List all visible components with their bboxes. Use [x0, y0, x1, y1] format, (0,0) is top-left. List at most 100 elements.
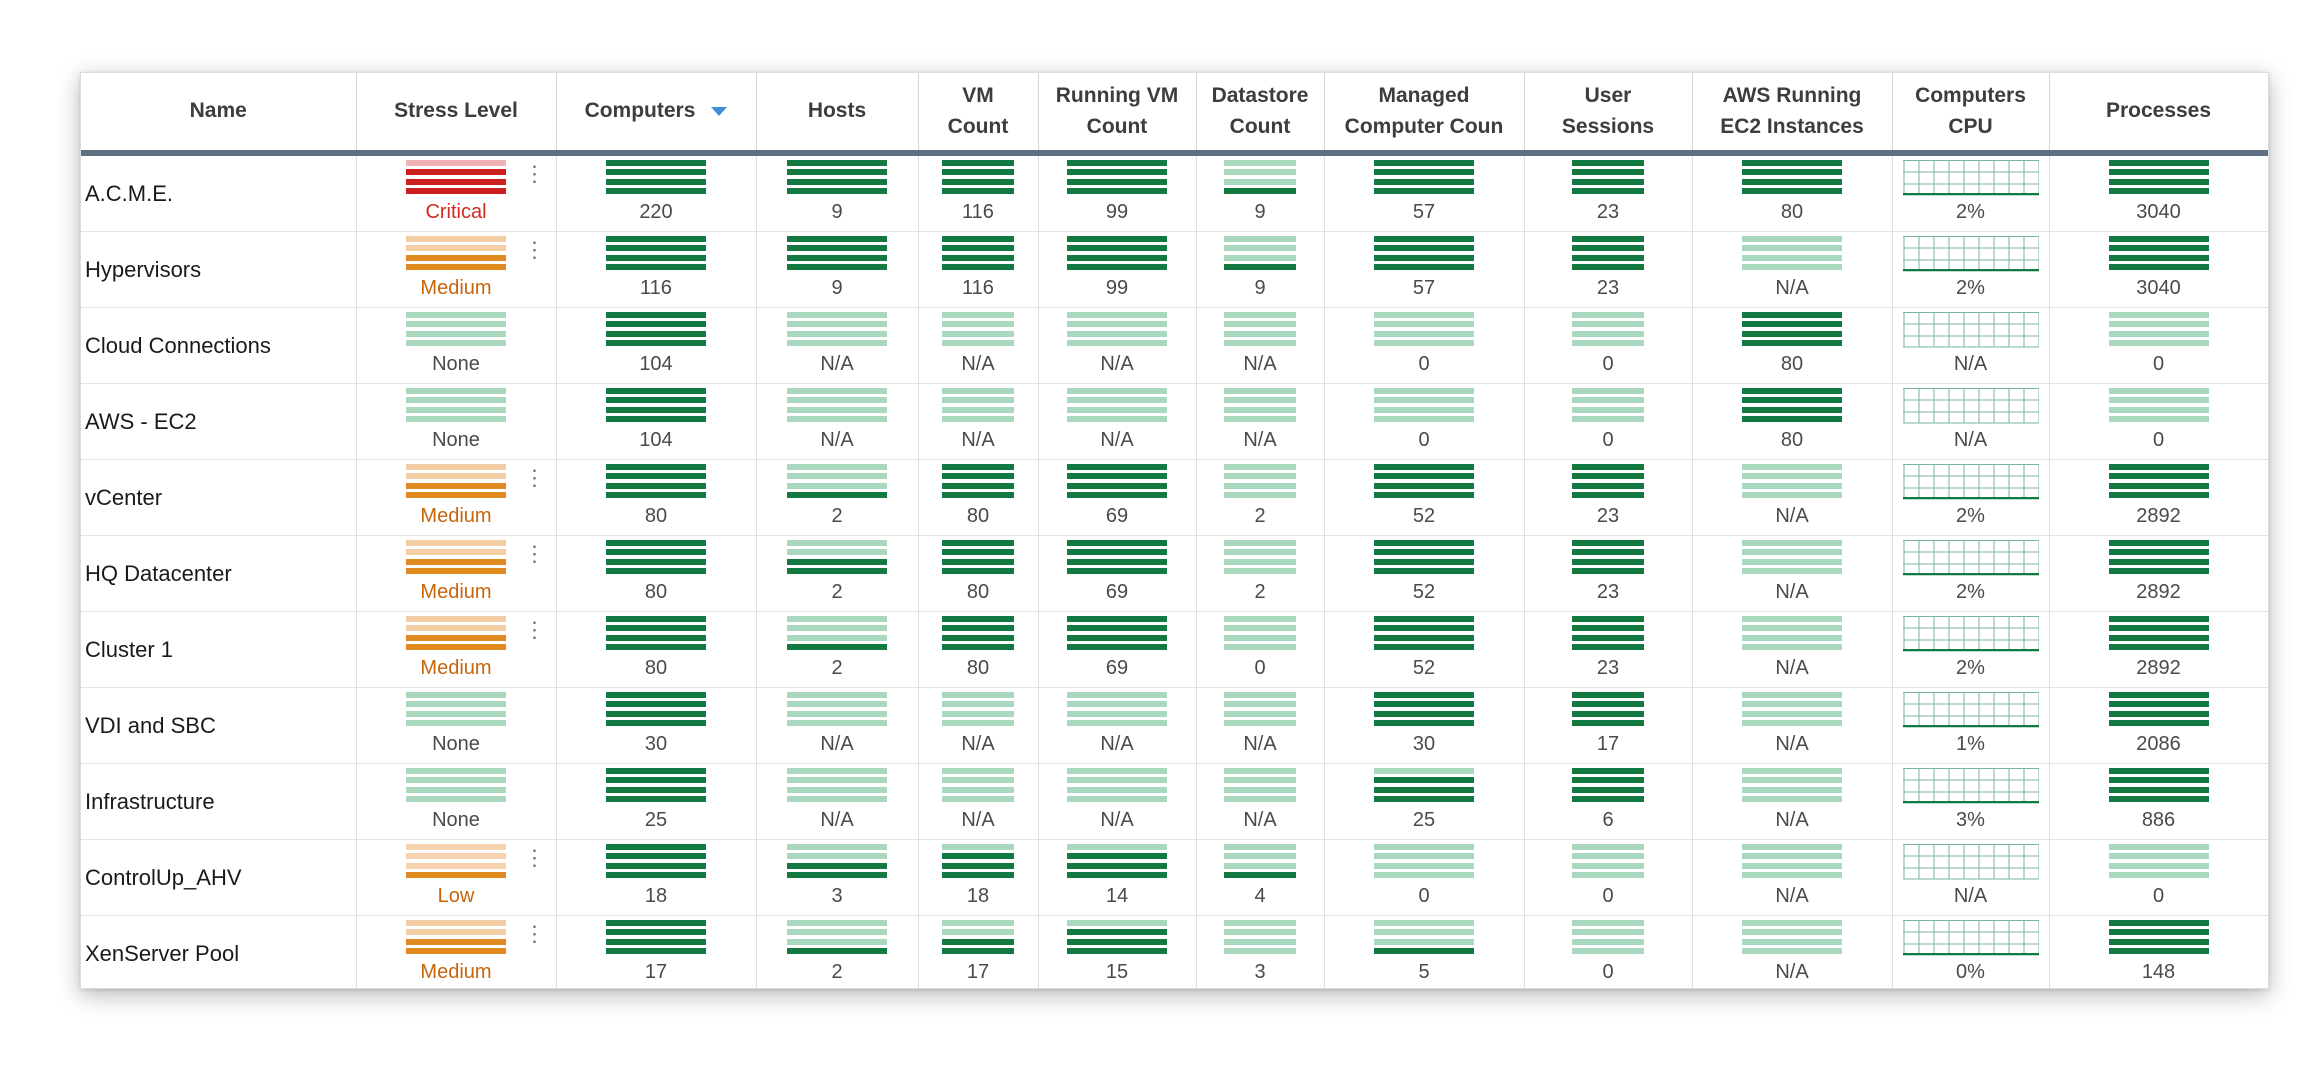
name-cell[interactable]: XenServer Pool [81, 915, 357, 988]
name-cell[interactable]: ControlUp_AHV [81, 839, 357, 916]
table-row[interactable]: ControlUp_AHV Low ⋮ 18 3 18 14 4 0 0 N/A N/A 0 [81, 839, 2268, 916]
more-options-icon[interactable]: ⋮ [523, 845, 546, 870]
gauge-bar [606, 692, 706, 698]
datastore-count-content: 4 [1197, 840, 1324, 908]
managed-computer-count-content: 5 [1325, 916, 1524, 984]
bar-gauge-stress [406, 920, 506, 954]
stress-level-cell[interactable]: None [356, 687, 557, 764]
gauge-bar [942, 254, 1014, 261]
bar-gauge-managed-computer-count [1374, 160, 1474, 194]
name-cell[interactable]: Hypervisors [81, 231, 357, 308]
gauge-bar [1572, 406, 1644, 413]
aws-running-ec2-instances-cell: 80 [1692, 383, 1893, 460]
stress-level-cell[interactable]: Medium ⋮ [356, 231, 557, 308]
gauge-bar [2108, 853, 2209, 860]
stress-level-cell[interactable]: Medium ⋮ [356, 535, 557, 612]
column-header-datastore-count[interactable]: Datastore Count [1196, 73, 1325, 156]
name-cell[interactable]: Infrastructure [81, 763, 357, 840]
table-row[interactable]: vCenter Medium ⋮ 80 2 80 69 2 52 23 N/A 2% 2892 [81, 459, 2268, 536]
stress-level-cell[interactable]: Critical ⋮ [356, 153, 557, 232]
name-cell[interactable]: AWS - EC2 [81, 383, 357, 460]
table-row[interactable]: Cloud Connections None 104 N/A N/A N/A N/A 0 0 80… [81, 307, 2268, 384]
gauge-bar [942, 710, 1014, 717]
bar-gauge-datastore-count [1224, 388, 1296, 422]
cell-value: 104 [639, 353, 673, 375]
gauge-bar [1742, 929, 1842, 936]
processes-cell: 0 [2049, 307, 2268, 384]
gauge-bar [1374, 616, 1474, 622]
column-header-stress-level[interactable]: Stress Level [356, 73, 557, 156]
column-header-user-sessions[interactable]: User Sessions [1524, 73, 1693, 156]
running-vm-count-cell: 99 [1038, 231, 1197, 308]
processes-content: 2892 [2050, 460, 2268, 528]
column-header-name[interactable]: Name [81, 73, 357, 156]
column-header-computers-cpu[interactable]: Computers CPU [1892, 73, 2050, 156]
column-header-aws-running-ec2-instances[interactable]: AWS Running EC2 Instances [1692, 73, 1893, 156]
gauge-bar [1374, 558, 1474, 565]
more-options-icon[interactable]: ⋮ [523, 465, 546, 490]
table-row[interactable]: Hypervisors Medium ⋮ 116 9 116 99 9 57 23 N/A 2% 304… [81, 231, 2268, 308]
gauge-bar [606, 844, 706, 850]
name-cell[interactable]: vCenter [81, 459, 357, 536]
cell-value: 17 [644, 961, 668, 983]
column-header-hosts[interactable]: Hosts [756, 73, 919, 156]
computers-cpu-content: N/A [1893, 308, 2049, 376]
sort-descending-icon[interactable] [711, 107, 728, 116]
stress-level-cell[interactable]: Low ⋮ [356, 839, 557, 916]
gauge-bar [1067, 625, 1167, 632]
bar-gauge-hosts [787, 388, 887, 422]
table-row[interactable]: XenServer Pool Medium ⋮ 17 2 17 15 3 5 0 N/A 0% 148 [81, 915, 2268, 988]
cell-value: 0 [1418, 885, 1430, 907]
gauge-bar [606, 236, 706, 242]
gauge-bar [942, 920, 1014, 926]
gauge-bar [1374, 947, 1474, 954]
more-options-icon[interactable]: ⋮ [523, 237, 546, 262]
gauge-bar [1374, 312, 1474, 318]
cell-value: 0 [1254, 657, 1266, 679]
column-header-vm-count[interactable]: VM Count [918, 73, 1039, 156]
stress-level-cell[interactable]: Medium ⋮ [356, 611, 557, 688]
name-cell[interactable]: Cluster 1 [81, 611, 357, 688]
cell-value: 57 [1412, 201, 1436, 223]
user-sessions-cell: 17 [1524, 687, 1693, 764]
gauge-bar [406, 567, 506, 574]
more-options-icon[interactable]: ⋮ [523, 541, 546, 566]
name-cell[interactable]: VDI and SBC [81, 687, 357, 764]
table-row[interactable]: HQ Datacenter Medium ⋮ 80 2 80 69 2 52 23 N/A 2% 289… [81, 535, 2268, 612]
cell-value: 3 [1254, 961, 1266, 983]
running-vm-count-content: 14 [1039, 840, 1196, 908]
cell-value: 116 [962, 201, 994, 223]
more-options-icon[interactable]: ⋮ [523, 161, 546, 186]
name-cell[interactable]: A.C.M.E. [81, 153, 357, 232]
more-options-icon[interactable]: ⋮ [523, 617, 546, 642]
cell-value: 14 [1105, 885, 1129, 907]
gauge-bar [787, 795, 887, 802]
column-header-computers[interactable]: Computers [556, 73, 757, 156]
vm-count-content: 80 [919, 536, 1038, 604]
gauge-bar [606, 710, 706, 717]
stress-level-cell[interactable]: None [356, 383, 557, 460]
bar-gauge-computers [606, 920, 706, 954]
stress-level-cell[interactable]: Medium ⋮ [356, 915, 557, 988]
computers-content: 104 [557, 308, 756, 376]
vm-count-content: N/A [919, 764, 1038, 832]
table-row[interactable]: Infrastructure None 25 N/A N/A N/A N/A 25 6 N/A 3%… [81, 763, 2268, 840]
column-header-processes[interactable]: Processes [2049, 73, 2268, 156]
column-header-running-vm-count[interactable]: Running VM Count [1038, 73, 1197, 156]
stress-level-cell[interactable]: Medium ⋮ [356, 459, 557, 536]
gauge-bar [1572, 643, 1644, 650]
stress-level-cell[interactable]: None [356, 763, 557, 840]
table-row[interactable]: AWS - EC2 None 104 N/A N/A N/A N/A 0 0 80 N/A 0 [81, 383, 2268, 460]
name-cell[interactable]: Cloud Connections [81, 307, 357, 384]
column-header-managed-computer-count[interactable]: Managed Computer Coun [1324, 73, 1525, 156]
name-cell[interactable]: HQ Datacenter [81, 535, 357, 612]
cell-value: None [432, 733, 480, 755]
table-row[interactable]: VDI and SBC None 30 N/A N/A N/A N/A 30 17 N/A 1% 20… [81, 687, 2268, 764]
table-row[interactable]: A.C.M.E. Critical ⋮ 220 9 116 99 9 57 23 80 2% 3040 [81, 153, 2268, 232]
managed-computer-count-cell: 52 [1324, 611, 1525, 688]
table-row[interactable]: Cluster 1 Medium ⋮ 80 2 80 69 0 52 23 N/A 2% 2892 [81, 611, 2268, 688]
cell-value: 23 [1596, 657, 1620, 679]
stress-level-cell[interactable]: None [356, 307, 557, 384]
more-options-icon[interactable]: ⋮ [523, 921, 546, 946]
bar-gauge-vm-count [942, 844, 1014, 878]
